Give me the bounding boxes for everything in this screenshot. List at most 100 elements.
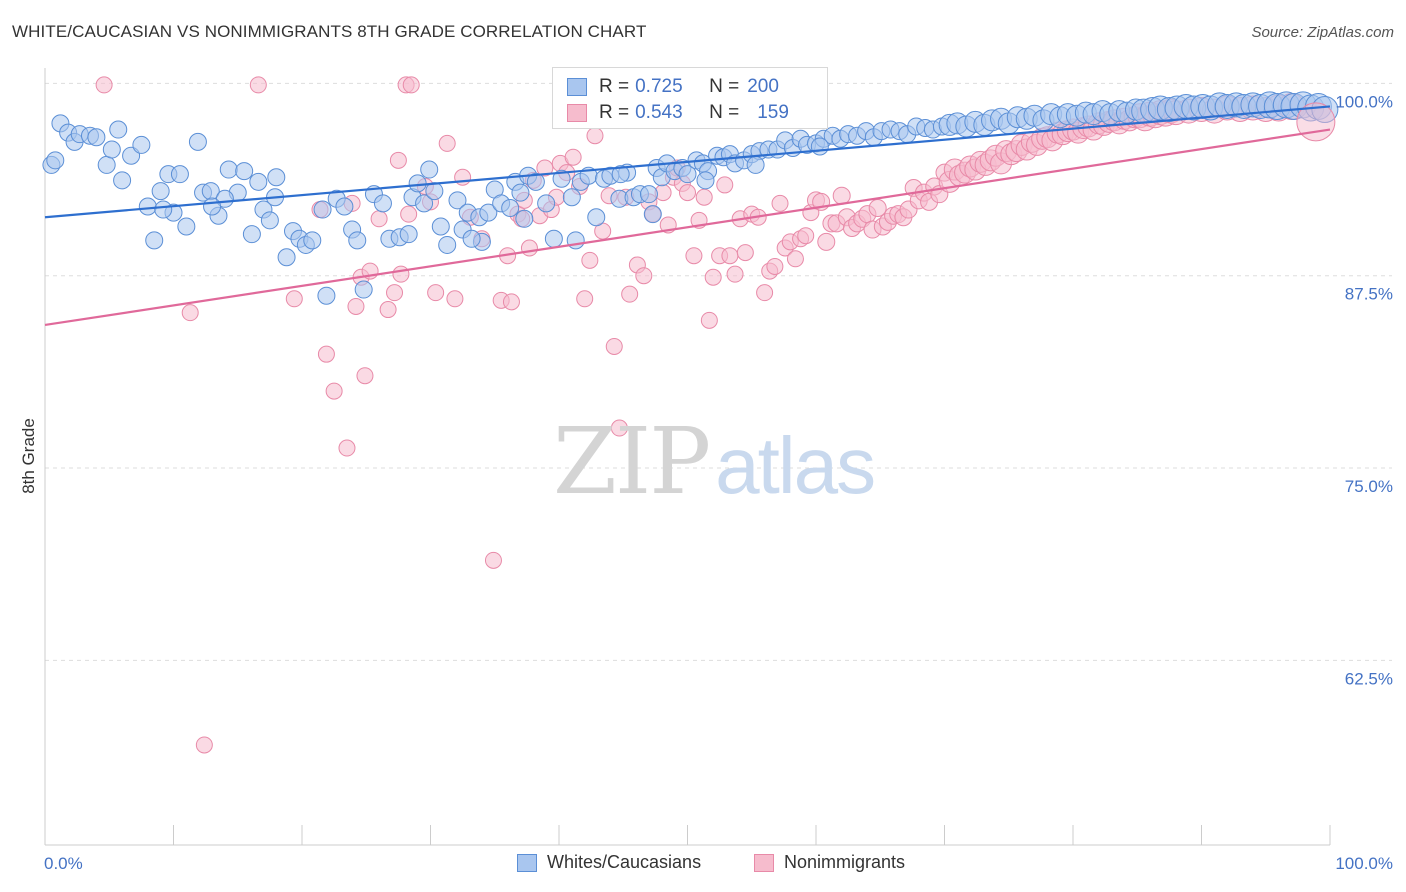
white-point [102, 140, 121, 159]
white-point [566, 231, 585, 250]
white-point [267, 168, 286, 187]
white-point [46, 151, 65, 170]
white-point [587, 208, 606, 227]
white-point [515, 209, 534, 228]
nonimmigrant-point [446, 290, 464, 308]
white-point [335, 197, 354, 216]
nonimmigrant-point [635, 267, 653, 285]
white-point [420, 160, 439, 179]
white-point [537, 194, 556, 213]
y-axis-title: 8th Grade [19, 418, 38, 494]
white-point [132, 135, 151, 154]
legend-swatch-pink [567, 104, 587, 122]
white-point [639, 185, 658, 204]
nonimmigrant-point [249, 76, 267, 94]
nonimmigrant-point [402, 76, 420, 94]
nonimmigrant-point [484, 551, 502, 569]
stats-legend: R = 0.725 N = 200 R = 0.543 N = 159 [552, 67, 828, 129]
nonimmigrant-point [370, 210, 388, 228]
white-point [97, 155, 116, 174]
nonimmigrant-point [325, 382, 343, 400]
nonimmigrant-point [438, 134, 456, 152]
nonimmigrant-point [868, 199, 887, 218]
white-point [109, 120, 128, 139]
y-tick-label: 75.0% [1345, 477, 1393, 496]
nonimmigrant-point [317, 345, 335, 363]
white-point [611, 165, 630, 184]
nonimmigrant-point [736, 244, 754, 262]
stats-legend-row-nonimmigrant: R = 0.543 N = 159 [567, 100, 789, 126]
legend-label-nonimmigrants: Nonimmigrants [784, 852, 906, 872]
white-point [235, 162, 254, 181]
nonimmigrant-point [454, 168, 472, 186]
white-point [526, 172, 545, 191]
nonimmigrant-point [621, 285, 639, 303]
nonimmigrant-point [726, 265, 744, 283]
white-point [154, 200, 173, 219]
white-point [177, 217, 196, 236]
legend-label-whites: Whites/Caucasians [547, 852, 702, 872]
nonimmigrant-point [338, 439, 356, 457]
points-layer [42, 76, 1339, 754]
nonimmigrant-point [700, 311, 718, 329]
white-point [552, 169, 571, 188]
white-point [415, 194, 434, 213]
nonimmigrant-point [285, 290, 303, 308]
nonimmigrant-point [786, 250, 804, 268]
legend-swatch-pink [754, 853, 774, 872]
trend-layer [44, 105, 1331, 327]
legend-n-key: N = [709, 102, 740, 123]
white-point [373, 194, 392, 213]
white-point [643, 205, 662, 224]
nonimmigrant-point [520, 239, 538, 257]
white-point [138, 197, 157, 216]
white-point [431, 217, 450, 236]
nonimmigrant-point [721, 247, 739, 265]
legend-r-value: 0.725 [635, 76, 683, 97]
nonimmigrant-point [386, 284, 404, 302]
white-point [678, 165, 697, 184]
white-point [348, 231, 367, 250]
nonimmigrant-point [195, 736, 213, 754]
white-point [260, 211, 279, 230]
legend-item-whites[interactable]: Whites/Caucasians [517, 852, 701, 873]
watermark: ZIPatlas [553, 408, 876, 515]
white-point [145, 231, 164, 250]
nonimmigrant-point [392, 265, 410, 283]
white-point [249, 172, 268, 191]
white-point [562, 188, 581, 207]
nonimmigrant-point [427, 284, 445, 302]
nonimmigrant-point [704, 268, 722, 286]
legend-n-key: N = [709, 76, 740, 97]
white-point [317, 286, 336, 305]
white-point [203, 197, 222, 216]
white-point [448, 191, 467, 210]
nonimmigrant-point [379, 301, 397, 319]
white-point [188, 132, 207, 151]
white-point [462, 229, 481, 248]
chart-title: WHITE/CAUCASIAN VS NONIMMIGRANTS 8TH GRA… [12, 22, 647, 41]
nonimmigrant-point [679, 184, 696, 202]
legend-item-nonimmigrants[interactable]: Nonimmigrants [754, 852, 905, 873]
white-point [313, 200, 332, 219]
nonimmigrant-point [536, 159, 554, 177]
watermark-zip: ZIP [553, 408, 711, 515]
white-point [810, 137, 829, 156]
nonimmigrant-point [685, 247, 703, 265]
nonimmigrant-point [832, 186, 851, 205]
nonimmigrant-point [695, 188, 713, 206]
legend-r-key: R = [599, 102, 630, 123]
white-point [277, 248, 296, 267]
axis-layer [44, 68, 1331, 846]
white-point [746, 155, 765, 174]
white-point [87, 128, 106, 147]
nonimmigrant-point [797, 227, 815, 245]
white-point [151, 182, 170, 201]
nonimmigrant-point [95, 76, 113, 94]
labels-layer: 100.0% 87.5% 75.0% 62.5% 0.0% 100.0% 8th Grade [19, 92, 1393, 873]
white-point [354, 280, 373, 299]
nonimmigrant-point [400, 205, 418, 223]
white-point [479, 203, 498, 222]
nonimmigrant-point [389, 151, 407, 169]
